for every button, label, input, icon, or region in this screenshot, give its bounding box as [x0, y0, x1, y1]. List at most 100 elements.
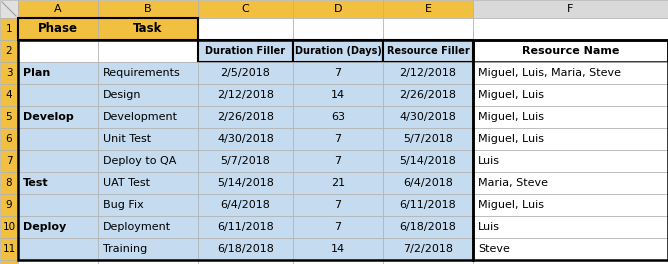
Text: 2/26/2018: 2/26/2018 [399, 90, 456, 100]
Text: 14: 14 [331, 90, 345, 100]
Bar [293, 194, 383, 216]
Bar [18, 150, 98, 172]
Text: 10: 10 [3, 222, 15, 232]
Text: 1: 1 [6, 24, 12, 34]
Text: Unit Test: Unit Test [103, 134, 151, 144]
Bar [473, 84, 668, 106]
Bar [293, 150, 383, 172]
Text: 5: 5 [6, 112, 12, 122]
Bar [383, 216, 473, 238]
Bar [383, 0, 473, 18]
Bar [18, 84, 98, 106]
Bar [98, 40, 198, 62]
Bar [198, 216, 293, 238]
Bar [293, 84, 383, 106]
Text: Miguel, Luis, Maria, Steve: Miguel, Luis, Maria, Steve [478, 68, 621, 78]
Text: Maria, Steve: Maria, Steve [478, 178, 548, 188]
Bar [383, 238, 473, 260]
Bar [473, 128, 668, 150]
Text: A: A [54, 4, 62, 14]
Text: 6/11/2018: 6/11/2018 [399, 200, 456, 210]
Bar [198, 128, 293, 150]
Text: 5/14/2018: 5/14/2018 [217, 178, 274, 188]
Text: Bug Fix: Bug Fix [103, 200, 144, 210]
Bar [98, 194, 198, 216]
Bar [383, 62, 473, 84]
Bar [293, 216, 383, 238]
Bar [293, 0, 383, 18]
Text: B: B [144, 4, 152, 14]
Bar [98, 216, 198, 238]
Bar [0, 172, 18, 194]
Text: Steve: Steve [478, 244, 510, 254]
Bar [0, 40, 18, 62]
Bar [198, 238, 293, 260]
Text: 6/11/2018: 6/11/2018 [217, 222, 274, 232]
Bar [98, 128, 198, 150]
Text: 6/18/2018: 6/18/2018 [217, 244, 274, 254]
Text: 3: 3 [6, 68, 12, 78]
Text: Phase: Phase [38, 22, 78, 35]
Bar [383, 150, 473, 172]
Bar [473, 150, 668, 172]
Text: 5/14/2018: 5/14/2018 [399, 156, 456, 166]
Text: F: F [567, 4, 574, 14]
Bar [0, 260, 18, 264]
Text: Deploy: Deploy [23, 222, 66, 232]
Bar [98, 106, 198, 128]
Bar [293, 106, 383, 128]
Bar [383, 106, 473, 128]
Bar [383, 84, 473, 106]
Bar [98, 260, 198, 264]
Bar [198, 150, 293, 172]
Bar [293, 62, 383, 84]
Bar [98, 84, 198, 106]
Text: 63: 63 [331, 112, 345, 122]
Text: D: D [334, 4, 342, 14]
Text: Resource Name: Resource Name [522, 46, 619, 56]
Text: C: C [242, 4, 249, 14]
Text: 4: 4 [6, 90, 12, 100]
Bar [18, 40, 473, 260]
Text: 7: 7 [335, 134, 341, 144]
Text: 7: 7 [335, 200, 341, 210]
Bar [0, 0, 18, 18]
Text: Miguel, Luis: Miguel, Luis [478, 112, 544, 122]
Bar [18, 0, 98, 18]
Bar [18, 172, 98, 194]
Text: 2/12/2018: 2/12/2018 [217, 90, 274, 100]
Bar [293, 18, 383, 40]
Bar [98, 172, 198, 194]
Bar [198, 260, 293, 264]
Bar [18, 62, 98, 84]
Text: 9: 9 [6, 200, 12, 210]
Bar [98, 18, 198, 40]
Text: Deploy to QA: Deploy to QA [103, 156, 176, 166]
Bar [383, 194, 473, 216]
Text: UAT Test: UAT Test [103, 178, 150, 188]
Text: Miguel, Luis: Miguel, Luis [478, 90, 544, 100]
Text: 14: 14 [331, 244, 345, 254]
Bar [293, 260, 383, 264]
Text: Plan: Plan [23, 68, 50, 78]
Bar [18, 40, 98, 62]
Bar [98, 150, 198, 172]
Text: Miguel, Luis: Miguel, Luis [478, 200, 544, 210]
Text: 7: 7 [335, 222, 341, 232]
Bar [18, 194, 98, 216]
Bar [383, 260, 473, 264]
Bar [0, 194, 18, 216]
Text: Requirements: Requirements [103, 68, 181, 78]
Bar [0, 128, 18, 150]
Bar [0, 18, 18, 40]
Text: Develop: Develop [23, 112, 73, 122]
Text: E: E [424, 4, 432, 14]
Text: 2/5/2018: 2/5/2018 [220, 68, 271, 78]
Bar [198, 40, 293, 62]
Text: 2/12/2018: 2/12/2018 [399, 68, 456, 78]
Text: 7/2/2018: 7/2/2018 [403, 244, 453, 254]
Bar [293, 238, 383, 260]
Text: 6: 6 [6, 134, 12, 144]
Bar [473, 172, 668, 194]
Bar [198, 194, 293, 216]
